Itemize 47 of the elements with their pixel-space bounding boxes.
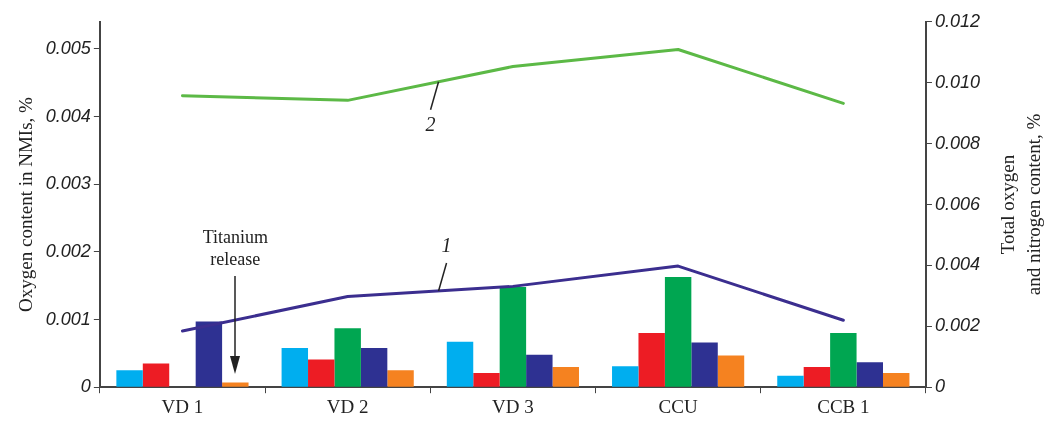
y-tick-label: 0 xyxy=(80,376,91,397)
x-tick-label: VD 3 xyxy=(492,395,534,417)
series-label: 1 xyxy=(441,234,452,257)
bar xyxy=(116,370,143,387)
series-label: 2 xyxy=(425,113,436,136)
y-tick-label: 0.001 xyxy=(45,308,91,329)
y-tick-label: 0.003 xyxy=(45,173,91,194)
bar xyxy=(830,333,857,387)
y2-tick-label: 0 xyxy=(934,376,945,397)
bar xyxy=(803,366,831,387)
bar xyxy=(664,276,692,387)
y2-tick-label: 0.010 xyxy=(934,71,980,92)
bar xyxy=(308,359,335,387)
bar xyxy=(499,287,527,387)
bar xyxy=(777,375,804,387)
bar xyxy=(473,372,500,387)
bar xyxy=(360,347,388,387)
x-tick-label: VD 1 xyxy=(161,395,204,417)
bar xyxy=(446,341,474,387)
bar xyxy=(195,321,223,387)
bar xyxy=(638,333,665,387)
bar xyxy=(883,372,910,387)
bar xyxy=(691,342,718,387)
y2-tick-label: 0.004 xyxy=(934,254,980,275)
y-axis-title: Oxygen content in NMIs, % xyxy=(15,96,37,312)
bar xyxy=(334,328,361,387)
bar xyxy=(281,347,309,387)
bar xyxy=(552,366,579,387)
annotation: Titanium release xyxy=(201,226,269,271)
bar xyxy=(717,355,745,387)
bar xyxy=(222,382,249,387)
y2-tick-label: 0.008 xyxy=(934,132,980,153)
y2-tick-label: 0.006 xyxy=(934,193,981,214)
y2-axis-title: Total oxygen and nitrogen content, % xyxy=(996,113,1044,296)
bar xyxy=(142,363,170,387)
y2-tick-label: 0.002 xyxy=(934,315,980,336)
y-tick-label: 0.004 xyxy=(45,105,91,126)
y2-tick-label: 0.012 xyxy=(934,10,980,31)
bar xyxy=(387,370,414,387)
x-tick-label: CCB 1 xyxy=(817,395,870,417)
x-tick-label: VD 2 xyxy=(326,395,369,417)
y-tick-label: 0.005 xyxy=(45,37,92,58)
bar xyxy=(526,354,553,387)
bar xyxy=(856,362,883,387)
bar xyxy=(612,366,639,387)
y-tick-label: 0.002 xyxy=(45,240,91,261)
x-tick-label: CCU xyxy=(658,395,698,417)
